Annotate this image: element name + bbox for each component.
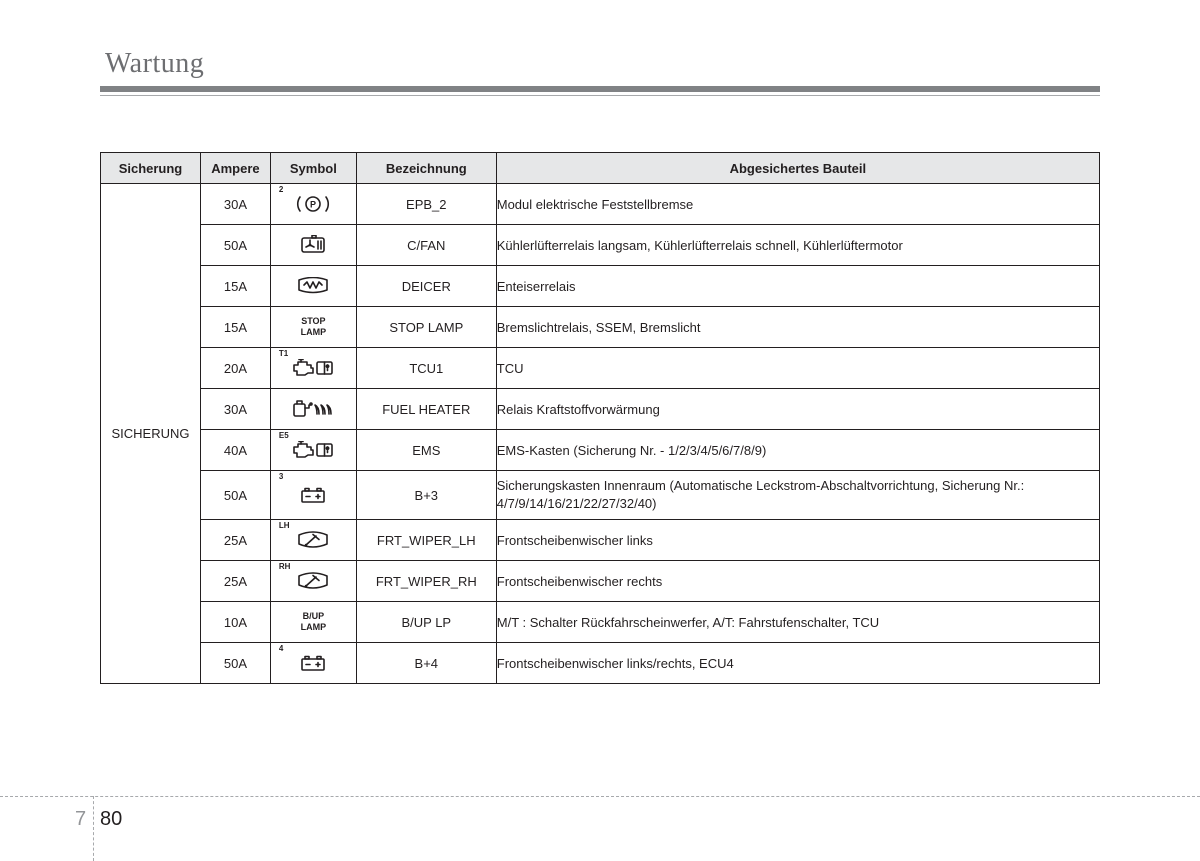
cell-designation: B/UP LP (356, 602, 496, 643)
cell-symbol: RH (270, 561, 356, 602)
section-number: 7 (75, 808, 86, 831)
cell-designation: FRT_WIPER_RH (356, 561, 496, 602)
th-bauteil: Abgesichertes Bauteil (496, 153, 1099, 184)
cell-symbol: STOPLAMP (270, 307, 356, 348)
cell-symbol: LH (270, 520, 356, 561)
cell-description: M/T : Schalter Rückfahrscheinwerfer, A/T… (496, 602, 1099, 643)
cell-designation: FRT_WIPER_LH (356, 520, 496, 561)
table-row: 50A4 B+4Frontscheibenwischer links/recht… (101, 643, 1100, 684)
th-sicherung: Sicherung (101, 153, 201, 184)
cell-description: Kühlerlüfterrelais langsam, Kühlerlüfter… (496, 225, 1099, 266)
cell-description: Frontscheibenwischer rechts (496, 561, 1099, 602)
symbol-icon (291, 441, 335, 459)
cell-symbol: 4 (270, 643, 356, 684)
table-row: 10AB/UPLAMPB/UP LPM/T : Schalter Rückfah… (101, 602, 1100, 643)
cell-designation: EMS (356, 430, 496, 471)
cell-symbol (270, 225, 356, 266)
cell-description: Modul elektrische Feststellbremse (496, 184, 1099, 225)
cell-ampere: 50A (200, 471, 270, 520)
page-title: Wartung (105, 48, 204, 80)
cell-symbol: E5 (270, 430, 356, 471)
cell-description: Relais Kraftstoffvorwärmung (496, 389, 1099, 430)
table-row: 25ARH FRT_WIPER_RHFrontscheibenwischer r… (101, 561, 1100, 602)
table-header-row: Sicherung Ampere Symbol Bezeichnung Abge… (101, 153, 1100, 184)
cell-symbol: T1 (270, 348, 356, 389)
table-row: 25ALH FRT_WIPER_LHFrontscheibenwischer l… (101, 520, 1100, 561)
cell-description: Frontscheibenwischer links (496, 520, 1099, 561)
cell-ampere: 50A (200, 643, 270, 684)
th-bezeichnung: Bezeichnung (356, 153, 496, 184)
table-row: 50A C/FANKühlerlüfterrelais langsam, Küh… (101, 225, 1100, 266)
crop-mark-vertical (93, 796, 94, 861)
cell-ampere: 50A (200, 225, 270, 266)
rowspan-label: SICHERUNG (101, 184, 201, 684)
cell-description: EMS-Kasten (Sicherung Nr. - 1/2/3/4/5/6/… (496, 430, 1099, 471)
table-row: SICHERUNG30A2 P EPB_2Modul elektrische F… (101, 184, 1100, 225)
cell-description: TCU (496, 348, 1099, 389)
svg-text:P: P (310, 200, 316, 210)
cell-ampere: 40A (200, 430, 270, 471)
table-row: 40AE5 EMSEMS-Kasten (Sicherung Nr. - 1/2… (101, 430, 1100, 471)
page: Wartung Sicherung Ampere Symbol Bezeichn… (0, 0, 1200, 861)
symbol-icon: P (296, 194, 330, 214)
symbol-icon (296, 277, 330, 295)
cell-designation: FUEL HEATER (356, 389, 496, 430)
symbol-icon (299, 654, 327, 672)
cell-designation: B+3 (356, 471, 496, 520)
table-row: 30A FUEL HEATERRelais Kraftstoffvorwärmu… (101, 389, 1100, 430)
cell-designation: B+4 (356, 643, 496, 684)
cell-designation: EPB_2 (356, 184, 496, 225)
page-number-value: 80 (100, 808, 122, 831)
cell-designation: C/FAN (356, 225, 496, 266)
cell-description: Sicherungskasten Innenraum (Automatische… (496, 471, 1099, 520)
symbol-icon (291, 399, 335, 419)
cell-designation: DEICER (356, 266, 496, 307)
cell-ampere: 25A (200, 520, 270, 561)
cell-designation: STOP LAMP (356, 307, 496, 348)
table-row: 50A3 B+3Sicherungskasten Innenraum (Auto… (101, 471, 1100, 520)
cell-designation: TCU1 (356, 348, 496, 389)
cell-description: Bremslichtrelais, SSEM, Bremslicht (496, 307, 1099, 348)
cell-ampere: 30A (200, 184, 270, 225)
cell-ampere: 25A (200, 561, 270, 602)
fuse-table-container: Sicherung Ampere Symbol Bezeichnung Abge… (100, 152, 1100, 684)
symbol-icon (299, 486, 327, 504)
heading-rule-thin (100, 95, 1100, 96)
th-symbol: Symbol (270, 153, 356, 184)
cell-symbol (270, 389, 356, 430)
symbol-icon (296, 572, 330, 590)
table-row: 20AT1 TCU1TCU (101, 348, 1100, 389)
fuse-table: Sicherung Ampere Symbol Bezeichnung Abge… (100, 152, 1100, 684)
cell-symbol: 2 P (270, 184, 356, 225)
crop-mark-horizontal (0, 796, 1200, 797)
cell-ampere: 20A (200, 348, 270, 389)
cell-ampere: 15A (200, 307, 270, 348)
cell-symbol: 3 (270, 471, 356, 520)
th-ampere: Ampere (200, 153, 270, 184)
cell-description: Enteiserrelais (496, 266, 1099, 307)
heading-rule-thick (100, 86, 1100, 92)
cell-ampere: 30A (200, 389, 270, 430)
cell-description: Frontscheibenwischer links/rechts, ECU4 (496, 643, 1099, 684)
cell-symbol (270, 266, 356, 307)
symbol-icon (296, 531, 330, 549)
symbol-icon (298, 235, 328, 255)
symbol-icon (291, 359, 335, 377)
cell-ampere: 10A (200, 602, 270, 643)
cell-symbol: B/UPLAMP (270, 602, 356, 643)
table-row: 15A DEICEREnteiserrelais (101, 266, 1100, 307)
cell-ampere: 15A (200, 266, 270, 307)
table-row: 15ASTOPLAMPSTOP LAMPBremslichtrelais, SS… (101, 307, 1100, 348)
